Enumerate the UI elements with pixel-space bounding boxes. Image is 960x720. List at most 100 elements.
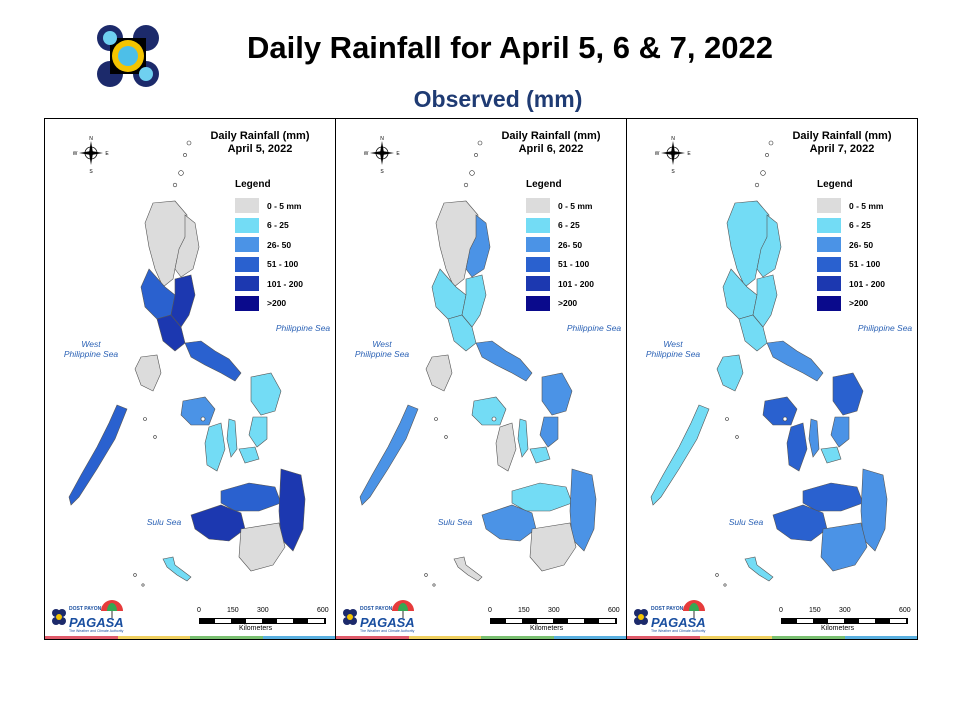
svg-text:N: N xyxy=(671,136,675,142)
compass-rose-icon: N S W E xyxy=(73,136,109,175)
svg-text:N: N xyxy=(89,136,93,142)
brand-small-text: DOST PAYONG xyxy=(360,606,397,612)
region-samar xyxy=(541,372,573,416)
legend-item: 6 - 25 xyxy=(817,216,917,236)
rainfall-map xyxy=(68,140,306,587)
brand-name: PAGASA xyxy=(360,615,415,630)
legend-label: 0 - 5 mm xyxy=(267,200,302,211)
scale-tick: 300 xyxy=(548,607,560,614)
legend-item: >200 xyxy=(235,294,335,314)
legend-item: >200 xyxy=(526,294,626,314)
legend-label: 101 - 200 xyxy=(267,278,303,289)
region-panay xyxy=(471,396,507,426)
svg-text:S: S xyxy=(380,169,384,175)
legend-swatch xyxy=(235,198,259,214)
legend-item: 0 - 5 mm xyxy=(235,196,335,216)
region-leyte xyxy=(248,416,268,448)
legend-swatch xyxy=(526,198,550,214)
region-sulu-archipelago xyxy=(453,556,483,582)
svg-text:W: W xyxy=(364,151,369,157)
legend-item: 26- 50 xyxy=(817,235,917,255)
region-palawan xyxy=(359,404,419,506)
svg-text:N: N xyxy=(380,136,384,142)
legend-swatch xyxy=(817,295,841,311)
legend-item: 51 - 100 xyxy=(526,255,626,275)
region-cebu xyxy=(226,418,238,458)
scale-tick: 300 xyxy=(257,607,269,614)
pagasa-seal-logo xyxy=(96,24,160,88)
svg-text:S: S xyxy=(89,169,93,175)
region-mindoro xyxy=(425,354,453,392)
page-title: Daily Rainfall for April 5, 6 & 7, 2022 xyxy=(246,30,774,65)
scale-bar-graphic xyxy=(199,618,326,624)
legend-item: 0 - 5 mm xyxy=(526,196,626,216)
legend-label: 51 - 100 xyxy=(558,259,590,270)
brand-tagline: The Weather and Climate Authority xyxy=(651,629,706,633)
region-sulu-archipelago xyxy=(162,556,192,582)
region-bicol xyxy=(184,340,242,382)
payong-icon xyxy=(52,609,66,625)
compass-rose-icon: N S W E xyxy=(655,136,691,175)
scale-tick: 600 xyxy=(608,607,620,614)
region-eastern-mindanao xyxy=(278,468,306,552)
legend-swatch xyxy=(235,295,259,311)
label-philippine-sea: Philippine Sea xyxy=(857,323,913,333)
region-panay xyxy=(180,396,216,426)
region-northern-mindanao xyxy=(511,482,573,512)
scale-unit: Kilometers xyxy=(821,625,855,632)
legend-swatch xyxy=(235,237,259,253)
scale-tick: 600 xyxy=(899,607,911,614)
svg-text:E: E xyxy=(687,151,691,157)
region-cagayan-valley xyxy=(465,214,491,278)
legend-swatch xyxy=(526,256,550,272)
label-west-philippine-sea: West Philippine Sea xyxy=(645,339,701,359)
region-mindoro xyxy=(716,354,744,392)
region-leyte xyxy=(830,416,850,448)
legend-item: 6 - 25 xyxy=(526,216,626,236)
legend-label: 51 - 100 xyxy=(267,259,299,270)
region-cebu xyxy=(808,418,820,458)
map-title-line-1: Daily Rainfall (mm) xyxy=(501,130,601,142)
region-bicol xyxy=(766,340,824,382)
region-bohol xyxy=(238,446,260,464)
scale-bar-graphic xyxy=(781,618,908,624)
region-quezon xyxy=(170,274,196,328)
region-leyte xyxy=(539,416,559,448)
region-palawan xyxy=(68,404,128,506)
map-title-line-1: Daily Rainfall (mm) xyxy=(792,130,892,142)
svg-text:E: E xyxy=(105,151,109,157)
region-north-luzon xyxy=(726,200,770,288)
region-negros xyxy=(786,422,808,472)
region-samar xyxy=(832,372,864,416)
scale-tick: 0 xyxy=(779,607,783,614)
region-palawan xyxy=(650,404,710,506)
svg-text:S: S xyxy=(671,169,675,175)
scale-tick: 150 xyxy=(518,607,530,614)
map-title-date: April 6, 2022 xyxy=(518,143,584,155)
svg-text:W: W xyxy=(73,151,78,157)
pagasa-brand: DOST PAYONG PAGASA The Weather and Clima… xyxy=(51,600,124,633)
brand-tagline: The Weather and Climate Authority xyxy=(69,629,124,633)
label-west-philippine-sea: West Philippine Sea xyxy=(63,339,119,359)
legend-swatch xyxy=(526,237,550,253)
region-eastern-mindanao xyxy=(569,468,597,552)
region-southern-mindanao xyxy=(820,522,868,572)
legend-item: 0 - 5 mm xyxy=(817,196,917,216)
legend-swatch xyxy=(817,256,841,272)
scale-bar: 0 150 300 600 Kilometers xyxy=(484,607,624,633)
map-title: Daily Rainfall (mm) April 7, 2022 xyxy=(777,130,907,156)
legend-label: >200 xyxy=(558,298,578,309)
scale-unit: Kilometers xyxy=(530,625,564,632)
label-west-philippine-sea: West Philippine Sea xyxy=(354,339,410,359)
legend-title: Legend xyxy=(817,179,853,190)
label-sulu-sea: Sulu Sea xyxy=(146,517,182,527)
legend-swatch xyxy=(235,256,259,272)
region-eastern-mindanao xyxy=(860,468,888,552)
scale-tick: 0 xyxy=(488,607,492,614)
region-southern-mindanao xyxy=(529,522,577,572)
map-title-date: April 7, 2022 xyxy=(809,143,875,155)
map-title-date: April 5, 2022 xyxy=(227,143,293,155)
legend-title: Legend xyxy=(235,179,271,190)
region-northern-mindanao xyxy=(220,482,282,512)
scale-tick: 300 xyxy=(839,607,851,614)
